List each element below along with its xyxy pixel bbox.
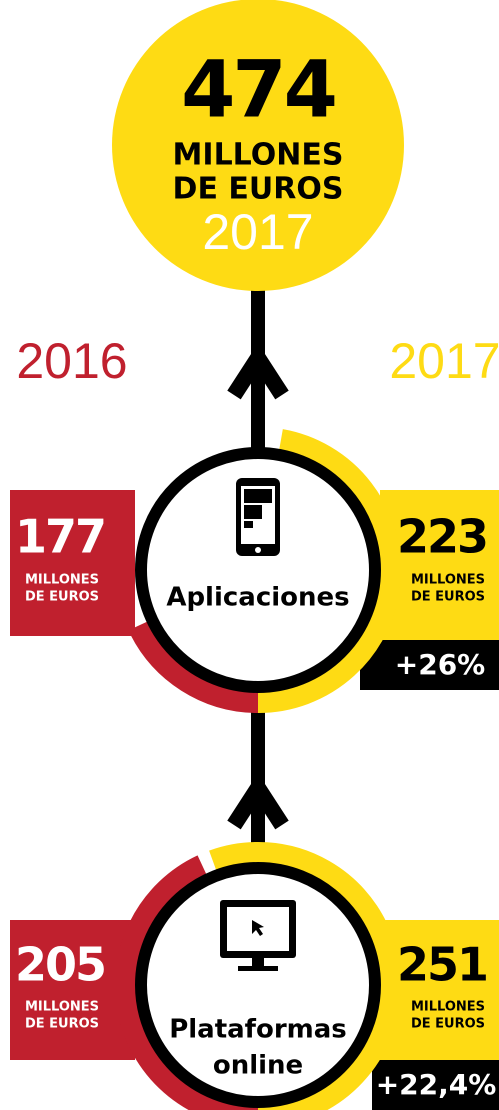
change: +22,4% xyxy=(376,1068,497,1101)
monitor-icon xyxy=(220,900,296,971)
right-unit: DE EUROS xyxy=(411,590,485,605)
arrow xyxy=(227,773,289,830)
left-value: 177 xyxy=(15,510,105,564)
segment-label: online xyxy=(213,1051,303,1081)
year-left: 2016 xyxy=(16,333,127,389)
left-unit: MILLONES xyxy=(25,573,99,588)
segment-label: Plataformas xyxy=(169,1015,347,1045)
left-box xyxy=(10,920,135,1060)
ring-arc xyxy=(128,617,259,713)
segment-circle xyxy=(135,447,381,693)
ring-arc xyxy=(257,429,401,713)
arrow xyxy=(227,343,289,400)
hero-value: 474 xyxy=(181,45,335,135)
hero-circle xyxy=(112,0,404,291)
ring-arc xyxy=(115,855,259,1110)
change: +26% xyxy=(395,648,485,681)
right-value: 251 xyxy=(397,938,487,992)
segment-circle xyxy=(135,862,381,1108)
right-unit: DE EUROS xyxy=(411,1017,485,1032)
phone-icon xyxy=(236,478,280,556)
hero-year: 2017 xyxy=(202,204,313,260)
year-right: 2017 xyxy=(389,333,499,389)
left-box xyxy=(10,490,135,636)
left-value: 205 xyxy=(15,938,105,992)
hero-unit: DE EUROS xyxy=(173,172,344,207)
hero-unit: MILLONES xyxy=(173,138,344,173)
left-unit: DE EUROS xyxy=(25,1017,99,1032)
left-unit: DE EUROS xyxy=(25,590,99,605)
segment-label: Aplicaciones xyxy=(166,583,349,613)
change-box xyxy=(372,1060,499,1110)
right-unit: MILLONES xyxy=(411,1000,485,1015)
right-value: 223 xyxy=(397,510,487,564)
ring-arc xyxy=(209,842,401,1110)
right-unit: MILLONES xyxy=(411,573,485,588)
left-unit: MILLONES xyxy=(25,1000,99,1015)
change-box xyxy=(360,640,499,690)
